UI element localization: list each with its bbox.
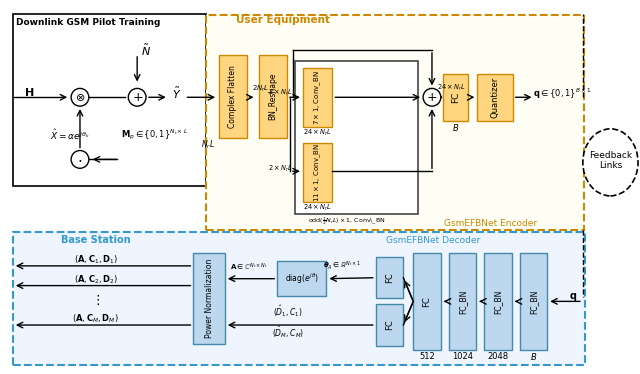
Text: $\vdots$: $\vdots$	[92, 293, 100, 307]
Text: $2\times N_rL$: $2\times N_rL$	[268, 88, 293, 98]
Text: $(\hat{D}_M, C_M)$: $(\hat{D}_M, C_M)$	[272, 324, 304, 340]
Text: $\mathbf{H}$: $\mathbf{H}$	[24, 86, 34, 98]
Text: FC_BN: FC_BN	[529, 289, 538, 313]
Circle shape	[128, 88, 146, 106]
Text: $\boldsymbol{\theta}_A \in \mathbb{R}^{N_t\times 1}$: $\boldsymbol{\theta}_A \in \mathbb{R}^{N…	[323, 260, 362, 272]
Text: FC_BN: FC_BN	[458, 289, 467, 313]
FancyBboxPatch shape	[303, 142, 332, 202]
Text: FC_BN: FC_BN	[493, 289, 502, 313]
Text: $7\times 1$, Conv_BN: $7\times 1$, Conv_BN	[312, 70, 323, 125]
Text: BN_Reshape: BN_Reshape	[269, 73, 278, 120]
FancyBboxPatch shape	[219, 55, 246, 138]
Text: $2N_rL$: $2N_rL$	[252, 84, 269, 95]
Text: 512: 512	[419, 352, 435, 361]
Text: 2048: 2048	[488, 352, 509, 361]
Circle shape	[71, 150, 89, 168]
FancyBboxPatch shape	[295, 61, 418, 214]
Text: Feedback
Links: Feedback Links	[589, 151, 632, 170]
FancyBboxPatch shape	[484, 253, 512, 350]
FancyBboxPatch shape	[413, 253, 441, 350]
FancyBboxPatch shape	[206, 15, 584, 230]
Text: $24\times N_rL$: $24\times N_rL$	[303, 128, 332, 138]
FancyBboxPatch shape	[443, 74, 468, 121]
Circle shape	[423, 88, 441, 106]
FancyBboxPatch shape	[449, 253, 476, 350]
Text: $\hat{X}=\alpha e^{j\theta_k}$: $\hat{X}=\alpha e^{j\theta_k}$	[50, 128, 90, 142]
Text: $24\times N_rL$: $24\times N_rL$	[437, 82, 466, 92]
FancyBboxPatch shape	[376, 304, 403, 346]
FancyBboxPatch shape	[477, 74, 513, 121]
Text: FC: FC	[422, 296, 431, 307]
Text: GsmEFBNet Encoder: GsmEFBNet Encoder	[444, 219, 537, 228]
Text: Quantizer: Quantizer	[491, 77, 500, 118]
Text: Base Station: Base Station	[61, 235, 131, 245]
Circle shape	[71, 88, 89, 106]
Text: $(\mathbf{A},\mathbf{C}_1,\mathbf{D}_1)$: $(\mathbf{A},\mathbf{C}_1,\mathbf{D}_1)$	[74, 254, 118, 266]
Text: Power Normalization: Power Normalization	[205, 259, 214, 338]
FancyBboxPatch shape	[13, 15, 206, 186]
Text: $B$: $B$	[452, 122, 460, 134]
FancyBboxPatch shape	[376, 257, 403, 298]
FancyBboxPatch shape	[259, 55, 287, 138]
FancyBboxPatch shape	[193, 253, 225, 344]
FancyBboxPatch shape	[277, 261, 326, 297]
Text: $\mathbf{A}\in\mathbb{C}^{N_t\times N_t}$: $\mathbf{A}\in\mathbb{C}^{N_t\times N_t}…	[230, 261, 268, 273]
Text: $24\times N_rL$: $24\times N_rL$	[303, 203, 332, 213]
Text: $N_rL$: $N_rL$	[201, 138, 215, 151]
Text: GsmEFBNet Decoder: GsmEFBNet Decoder	[386, 236, 480, 245]
Text: Downlink GSM Pilot Training: Downlink GSM Pilot Training	[15, 18, 160, 27]
Text: $\otimes$: $\otimes$	[75, 92, 85, 103]
Text: User Equipment: User Equipment	[236, 15, 330, 25]
Text: $(\hat{D}_1, C_1)$: $(\hat{D}_1, C_1)$	[273, 303, 303, 319]
Text: $2\times N_rL$: $2\times N_rL$	[268, 164, 293, 174]
Text: FC: FC	[385, 272, 394, 283]
Text: $+$: $+$	[132, 91, 143, 104]
FancyBboxPatch shape	[13, 232, 585, 365]
Text: diag$(e^{j\theta})$: diag$(e^{j\theta})$	[285, 272, 319, 286]
Text: $\tilde{Y}$: $\tilde{Y}$	[172, 86, 181, 101]
Text: FC: FC	[451, 92, 460, 103]
Ellipse shape	[583, 129, 638, 196]
Text: $\mathbf{q}\in\{0,1\}^{B\times 1}$: $\mathbf{q}\in\{0,1\}^{B\times 1}$	[533, 86, 591, 101]
FancyBboxPatch shape	[520, 253, 547, 350]
Text: $(\mathbf{A},\mathbf{C}_2,\mathbf{D}_2)$: $(\mathbf{A},\mathbf{C}_2,\mathbf{D}_2)$	[74, 273, 118, 286]
Text: Complex Flatten: Complex Flatten	[228, 65, 237, 128]
Text: $\tilde{N}$: $\tilde{N}$	[141, 42, 151, 58]
Text: $11\times 1$, Conv_BN: $11\times 1$, Conv_BN	[312, 143, 323, 202]
Text: $+$: $+$	[426, 91, 438, 104]
Text: $\mathbf{M}_p \in \{0,1\}^{N_t \times L}$: $\mathbf{M}_p \in \{0,1\}^{N_t \times L}…	[122, 128, 188, 142]
FancyBboxPatch shape	[303, 68, 332, 127]
Text: $B$: $B$	[530, 351, 537, 362]
Text: FC: FC	[385, 320, 394, 330]
Text: $\mathbf{q}$: $\mathbf{q}$	[569, 291, 577, 303]
Text: odd$(\frac{1}{2}N_rL)\times 1$, Conv\_BN: odd$(\frac{1}{2}N_rL)\times 1$, Conv\_BN	[308, 215, 385, 227]
Text: $(\mathbf{A},\mathbf{C}_M,\mathbf{D}_M)$: $(\mathbf{A},\mathbf{C}_M,\mathbf{D}_M)$	[72, 313, 119, 325]
Text: 1024: 1024	[452, 352, 473, 361]
Text: $\cdot$: $\cdot$	[77, 152, 83, 167]
